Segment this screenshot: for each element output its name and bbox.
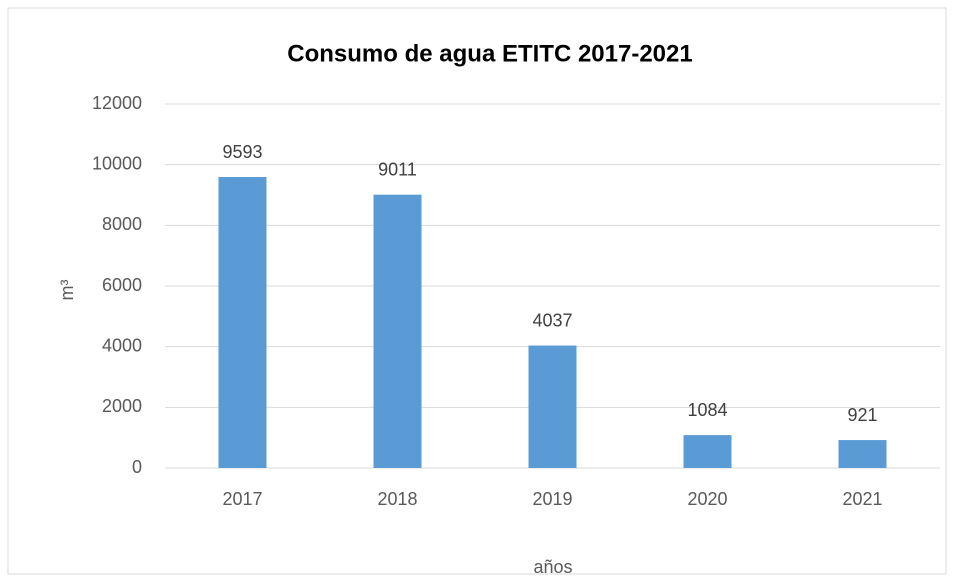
y-tick-label: 2000 — [102, 396, 142, 416]
x-tick-label: 2018 — [377, 489, 417, 509]
bar — [373, 194, 422, 469]
y-tick-label: 0 — [132, 457, 142, 477]
x-axis-label: años — [533, 557, 572, 577]
chart-title: Consumo de agua ETITC 2017-2021 — [287, 40, 692, 67]
y-tick-label: 6000 — [102, 275, 142, 295]
bar — [528, 345, 577, 468]
data-label: 1084 — [687, 400, 727, 420]
x-tick-label: 2021 — [842, 489, 882, 509]
chart-border — [7, 7, 947, 575]
y-tick-label: 8000 — [102, 214, 142, 234]
data-label: 9011 — [378, 159, 417, 179]
bar — [683, 435, 732, 468]
data-label: 921 — [847, 405, 877, 425]
x-tick-label: 2019 — [532, 489, 572, 509]
x-tick-label: 2017 — [222, 489, 262, 509]
data-label: 9593 — [222, 142, 262, 162]
x-tick-label: 2020 — [687, 489, 727, 509]
bar — [838, 440, 887, 468]
y-tick-label: 4000 — [102, 335, 142, 355]
y-axis-label: m³ — [57, 280, 77, 301]
y-tick-label: 10000 — [92, 153, 142, 173]
bar — [218, 177, 267, 468]
y-tick-label: 12000 — [92, 93, 142, 113]
data-label: 4037 — [532, 310, 572, 330]
